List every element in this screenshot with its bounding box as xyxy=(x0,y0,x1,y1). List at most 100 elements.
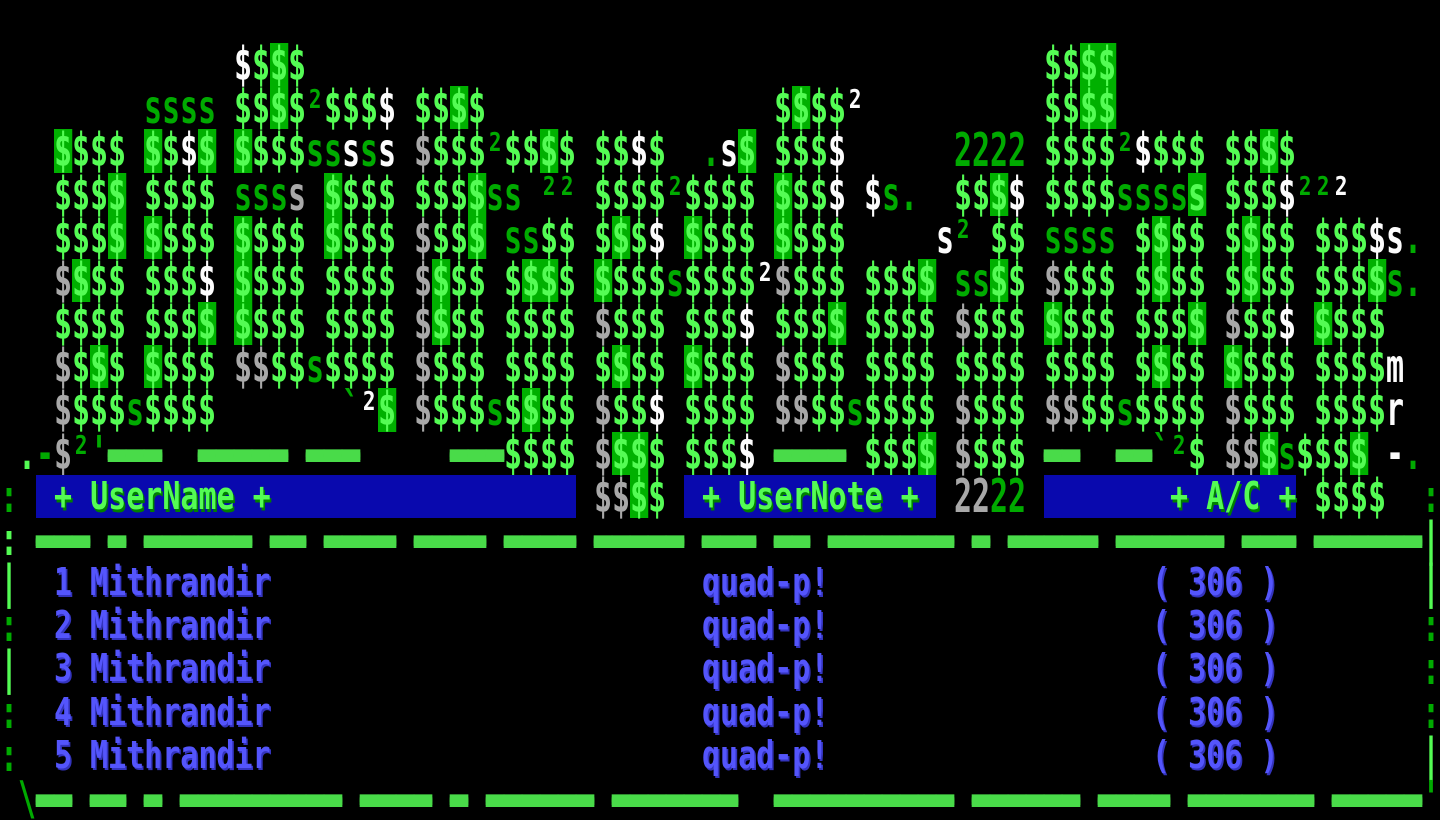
art-char: $ xyxy=(648,425,667,480)
art-char: $ xyxy=(918,339,937,394)
art-char: $ xyxy=(684,296,703,351)
art-char: ━ xyxy=(90,770,109,820)
art-char: ━ xyxy=(504,511,523,566)
art-char: $ xyxy=(342,209,361,264)
art-char: s xyxy=(1116,166,1135,221)
art-char: $ xyxy=(1080,37,1099,92)
art-char: ━ xyxy=(918,770,937,820)
art-char: ━ xyxy=(234,425,253,480)
user-name: Mithrandir xyxy=(90,603,271,648)
art-char: $ xyxy=(702,296,721,351)
art-char: $ xyxy=(252,123,271,178)
art-char: $ xyxy=(522,339,541,394)
art-char: $ xyxy=(162,209,181,264)
art-char: $ xyxy=(378,382,397,437)
art-char: $ xyxy=(720,339,739,394)
art-char: ━ xyxy=(144,511,163,566)
art-char: $ xyxy=(144,166,163,221)
art-char: ━ xyxy=(396,770,415,820)
art-char: $ xyxy=(540,123,559,178)
art-char: $ xyxy=(360,166,379,221)
art-char: $ xyxy=(882,252,901,307)
art-char: $ xyxy=(684,209,703,264)
user-note: quad-p! xyxy=(702,689,829,734)
art-char: $ xyxy=(1314,382,1333,437)
art-char: ² xyxy=(666,166,685,221)
art-char: ━ xyxy=(774,770,793,820)
art-char: $ xyxy=(504,123,523,178)
art-char: $ xyxy=(288,209,307,264)
art-char: $ xyxy=(954,382,973,437)
art-char: $ xyxy=(810,166,829,221)
art-char: s xyxy=(378,123,397,178)
art-char: ━ xyxy=(666,511,685,566)
art-char: $ xyxy=(1062,339,1081,394)
art-char: ━ xyxy=(378,511,397,566)
art-char: $ xyxy=(234,339,253,394)
art-char: ━ xyxy=(450,425,469,480)
art-char: $ xyxy=(414,382,433,437)
art-char: $ xyxy=(324,339,343,394)
user-note: quad-p! xyxy=(702,646,829,691)
art-char: $ xyxy=(108,123,127,178)
art-char: . xyxy=(1404,209,1423,264)
art-char: ━ xyxy=(144,425,163,480)
art-char: $ xyxy=(1314,468,1333,523)
art-char: ━ xyxy=(1332,511,1351,566)
art-char: ' xyxy=(1422,770,1440,820)
art-char: $ xyxy=(288,37,307,92)
art-char: $ xyxy=(864,425,883,480)
art-char: ━ xyxy=(468,511,487,566)
art-char: ━ xyxy=(1152,770,1171,820)
art-char: $ xyxy=(1296,425,1315,480)
art-char: ━ xyxy=(882,770,901,820)
art-char: $ xyxy=(1134,209,1153,264)
art-char: s xyxy=(954,252,973,307)
column-header-username: + UserName + xyxy=(36,474,576,518)
art-char: s xyxy=(144,80,163,135)
user-note: quad-p! xyxy=(702,732,829,777)
art-char: $ xyxy=(342,339,361,394)
art-char: $ xyxy=(1368,382,1387,437)
art-char: : xyxy=(0,468,19,523)
art-char: $ xyxy=(612,123,631,178)
art-char: $ xyxy=(378,252,397,307)
art-char: $ xyxy=(1260,123,1279,178)
art-char: $ xyxy=(288,339,307,394)
art-char: $ xyxy=(648,166,667,221)
art-char: ━ xyxy=(450,511,469,566)
art-char: ━ xyxy=(216,425,235,480)
art-char: $ xyxy=(630,339,649,394)
art-char: $ xyxy=(162,166,181,221)
art-char: $ xyxy=(1008,382,1027,437)
art-char: $ xyxy=(432,296,451,351)
art-char: $ xyxy=(900,382,919,437)
art-char: $ xyxy=(1260,166,1279,221)
art-char: $ xyxy=(684,382,703,437)
art-char: $ xyxy=(162,296,181,351)
art-char: ² xyxy=(846,80,865,135)
art-char: $ xyxy=(1278,123,1297,178)
art-char: $ xyxy=(1044,382,1063,437)
art-char: ━ xyxy=(1404,770,1423,820)
art-char: $ xyxy=(180,339,199,394)
art-char: $ xyxy=(450,166,469,221)
art-char: $ xyxy=(774,296,793,351)
art-char: ━ xyxy=(360,770,379,820)
art-char: s xyxy=(342,123,361,178)
art-char: $ xyxy=(882,339,901,394)
art-char: $ xyxy=(1278,166,1297,221)
art-char: $ xyxy=(1008,339,1027,394)
art-char: $ xyxy=(504,296,523,351)
art-char: $ xyxy=(270,296,289,351)
art-char: ━ xyxy=(1368,770,1387,820)
art-char: $ xyxy=(468,209,487,264)
art-char: $ xyxy=(774,166,793,221)
art-char: $ xyxy=(612,425,631,480)
art-char: s xyxy=(1278,425,1297,480)
art-char: $ xyxy=(468,123,487,178)
art-char: $ xyxy=(234,37,253,92)
art-char: $ xyxy=(1242,123,1261,178)
art-char: ━ xyxy=(108,511,127,566)
art-char: ━ xyxy=(252,425,271,480)
